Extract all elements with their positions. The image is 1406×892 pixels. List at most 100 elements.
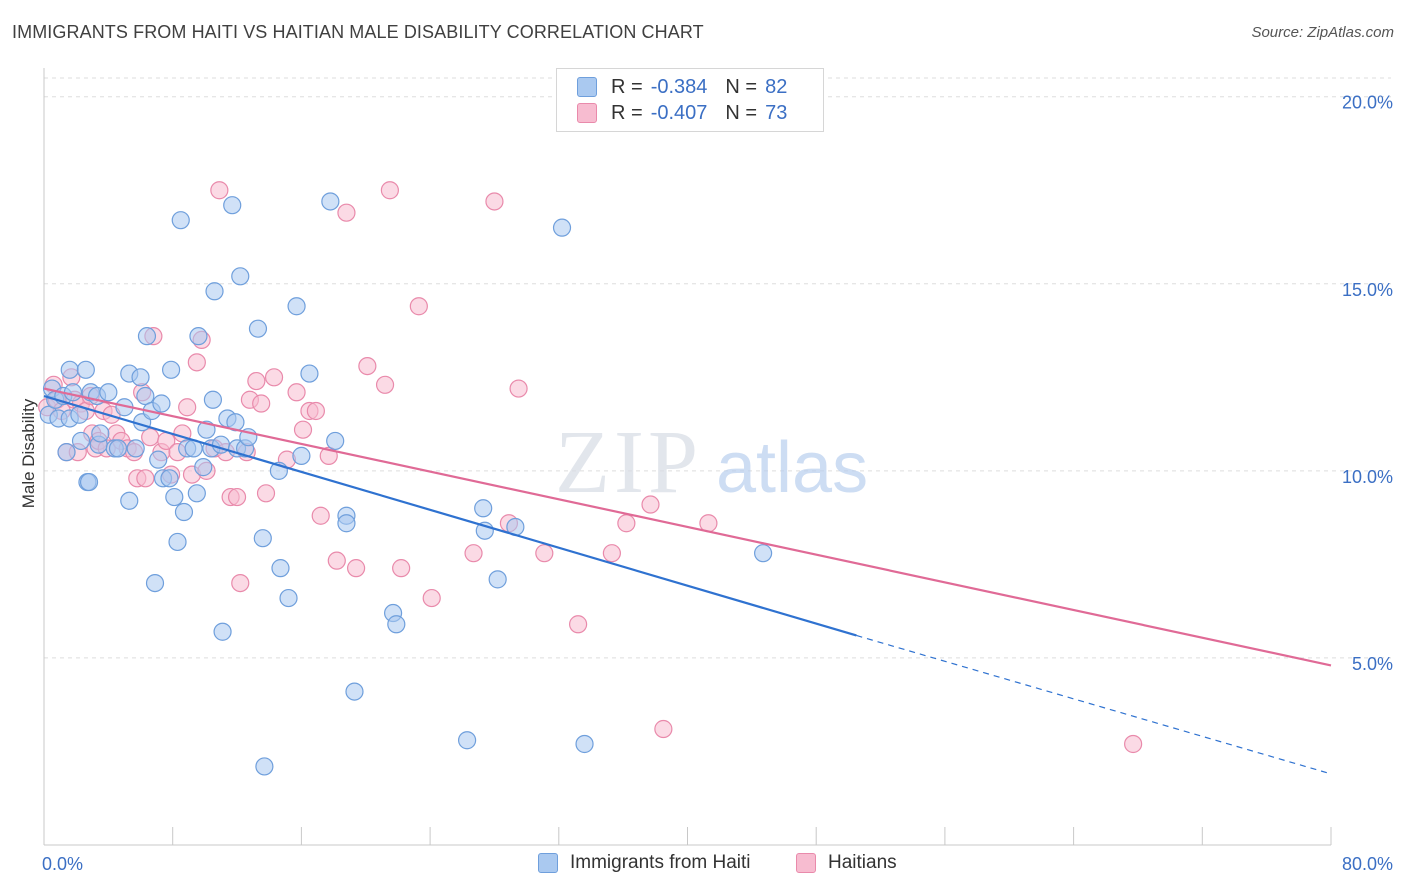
y-tick-label: 10.0%: [1342, 467, 1393, 487]
immigrants-point: [474, 499, 493, 518]
immigrants-point: [205, 282, 224, 301]
series-swatch-blue: [538, 853, 558, 873]
haitians-point: [187, 353, 206, 372]
immigrants-point: [161, 360, 181, 379]
immigrants-point: [203, 390, 223, 409]
immigrants-points: [39, 192, 773, 776]
haitians-point: [346, 559, 366, 578]
legend-row-haitians: R = -0.407 N = 73: [577, 101, 787, 125]
immigrants-point: [552, 218, 572, 237]
haitians-point: [409, 297, 428, 316]
y-tick-label: 20.0%: [1342, 93, 1393, 113]
haitians-point: [337, 203, 356, 222]
immigrants-point: [152, 394, 171, 413]
immigrants-point: [223, 196, 242, 215]
immigrants-point: [345, 682, 364, 701]
immigrants-point: [63, 383, 83, 402]
haitians-point: [380, 181, 399, 200]
watermark-atlas: atlas: [716, 428, 868, 508]
legend-row-immigrants: R = -0.384 N = 82: [577, 75, 787, 99]
legend-r-value: -0.384: [650, 75, 708, 98]
immigrants-point: [108, 439, 128, 458]
immigrants-point: [255, 757, 274, 776]
immigrants-point: [71, 431, 91, 451]
haitians-point: [327, 551, 346, 570]
immigrants-point: [292, 446, 311, 465]
haitians-point: [136, 469, 155, 488]
haitians-point: [569, 615, 588, 634]
haitians-point: [227, 487, 247, 507]
immigrants-point: [300, 364, 319, 383]
haitians-point: [654, 719, 673, 739]
legend-r-label: R =: [611, 75, 643, 98]
legend-n-label: N =: [725, 101, 758, 124]
haitians-trend-line: [43, 387, 1332, 667]
legend-r-value: -0.407: [650, 101, 708, 124]
immigrants-point: [126, 439, 145, 458]
immigrants-point: [149, 450, 168, 469]
immigrants-point: [575, 734, 594, 754]
axis-labels: 5.0% 10.0% 15.0% 20.0% 0.0% 80.0% Male Disabil…: [19, 93, 1393, 874]
grid-lines: [44, 77, 1391, 659]
trend-lines: [43, 387, 1332, 775]
haitians-point: [464, 544, 483, 563]
haitians-point: [641, 495, 660, 514]
immigrants-point: [754, 544, 773, 563]
immigrants-point: [279, 588, 298, 608]
x-tick-label-end: 80.0%: [1342, 854, 1393, 874]
immigrants-point: [187, 484, 206, 503]
haitians-point: [485, 192, 504, 211]
chart-title: IMMIGRANTS FROM HAITI VS HAITIAN MALE DI…: [12, 22, 704, 42]
immigrants-point: [174, 502, 194, 522]
immigrants-point: [387, 615, 406, 634]
haitians-point: [210, 181, 229, 200]
series-legend-label: Haitians: [828, 852, 897, 873]
axes: [43, 68, 1332, 846]
immigrants-point: [189, 327, 208, 346]
legend-r-label: R =: [611, 101, 643, 124]
series-legend-haitians[interactable]: Haitians: [796, 852, 897, 874]
immigrants-point: [57, 443, 76, 462]
haitians-point: [375, 375, 395, 394]
x-tick-label-start: 0.0%: [42, 854, 83, 874]
immigrants-point: [488, 570, 507, 589]
haitians-point: [509, 379, 528, 398]
legend-n-value: 82: [765, 75, 788, 98]
immigrants-point: [231, 267, 250, 286]
haitians-point: [231, 573, 250, 593]
immigrants-point: [76, 360, 95, 379]
y-axis-title: Male Disability: [19, 398, 38, 508]
haitians-point: [358, 356, 377, 376]
series-swatch-pink: [796, 853, 816, 873]
haitians-point: [422, 588, 441, 608]
correlation-legend: R = -0.384 N = 82 R = -0.407 N = 73: [556, 68, 824, 132]
haitians-point: [178, 398, 197, 417]
immigrants-trend-line: [43, 394, 857, 637]
haitians-point: [287, 383, 306, 402]
haitians-point: [264, 368, 284, 387]
series-legend-immigrants[interactable]: Immigrants from Haiti: [538, 852, 751, 874]
immigrants-point: [120, 491, 139, 510]
haitians-point: [247, 371, 266, 391]
watermark-zip: ZIP: [555, 413, 702, 512]
haitians-point: [602, 544, 621, 563]
immigrants-point: [326, 431, 345, 451]
immigrants-point: [337, 514, 356, 533]
immigrants-point: [91, 424, 110, 443]
series-legend-label: Immigrants from Haiti: [570, 852, 751, 873]
legend-n-label: N =: [725, 75, 758, 98]
immigrants-point: [137, 327, 157, 346]
legend-n-value: 73: [765, 101, 788, 124]
immigrants-point: [271, 559, 290, 578]
immigrants-point: [321, 192, 340, 211]
y-tick-label: 5.0%: [1352, 654, 1393, 674]
haitians-point: [256, 484, 276, 503]
immigrants-point: [79, 472, 99, 492]
immigrants-point: [160, 469, 179, 488]
watermark: ZIP atlas: [555, 413, 868, 512]
immigrants-point: [248, 319, 268, 338]
immigrants-point: [131, 368, 150, 387]
immigrants-point: [213, 622, 232, 641]
series-legend: Immigrants from Haiti Haitians: [0, 852, 1406, 878]
